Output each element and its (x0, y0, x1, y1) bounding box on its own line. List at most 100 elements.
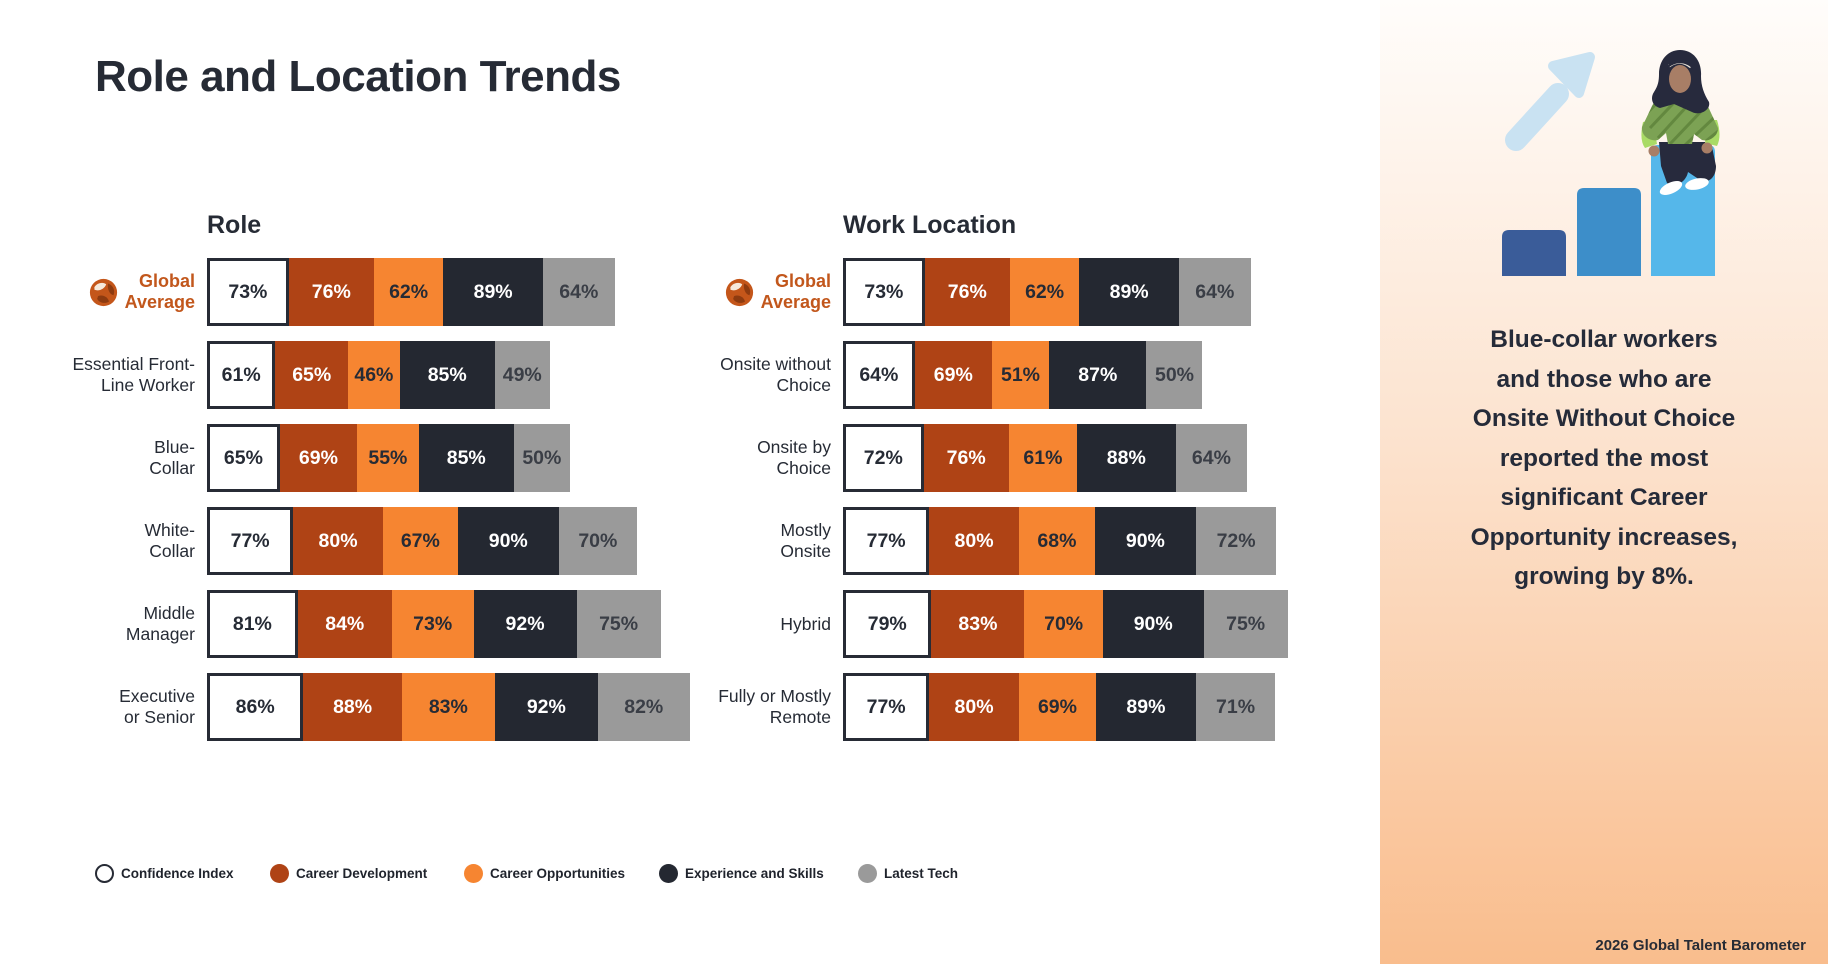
label-text: Essential Front- Line Worker (72, 354, 195, 395)
bar-row: Onsite by Choice 72% 76% 61% 88% 64% (757, 424, 1288, 492)
label-text: Fully or Mostly Remote (718, 686, 831, 727)
bar-segment: 75% (1203, 590, 1288, 658)
bar-segment: 84% (297, 590, 392, 658)
person-illustration (1641, 50, 1720, 196)
bar-segment: 92% (473, 590, 577, 658)
bar-segment: 50% (1146, 341, 1203, 409)
bar-segment: 46% (348, 341, 400, 409)
callout-line: Opportunity increases, (1470, 523, 1738, 551)
legend-label: Experience and Skills (685, 866, 824, 881)
bar-segment: 49% (494, 341, 550, 409)
bar-segment: 64% (542, 258, 615, 326)
callout-line: reported the most (1499, 444, 1709, 472)
bar-segment: 61% (1008, 424, 1078, 492)
category-label: Mostly Onsite (621, 507, 831, 575)
bar-segment: 64% (843, 341, 915, 409)
confidence-index-swatch (95, 864, 114, 883)
bar-segment: 90% (1102, 590, 1204, 658)
bar-row: Mostly Onsite 77% 80% 68% 90% 72% (780, 507, 1288, 575)
label-text: Mostly Onsite (780, 520, 831, 561)
label-text: Middle Manager (125, 603, 195, 644)
bar-segment: 86% (207, 673, 304, 741)
global-average-label: Global Average (621, 258, 831, 326)
callout-line: significant Career (1500, 484, 1708, 511)
work-location-chart: Work Location Global Average 73% 76% 62% 89% 6… (718, 212, 1288, 756)
bar-segment: 70% (558, 507, 638, 575)
bar-segment: 73% (207, 258, 289, 326)
work-location-chart-rows: Global Average 73% 76% 62% 89% 64% Onsite witho… (718, 258, 1288, 741)
bar-segment: 87% (1049, 341, 1147, 409)
bar-segment: 68% (1018, 507, 1095, 575)
bar-segment: 89% (443, 258, 543, 326)
bar-segment: 77% (843, 673, 930, 741)
bar-segment: 69% (1018, 673, 1097, 741)
bar-row: Onsite without Choice 64% 69% 51% 87% 50% (720, 341, 1288, 409)
bar-segment: 92% (494, 673, 598, 741)
category-label: Middle Manager (0, 590, 195, 658)
bar-segment: 65% (275, 341, 349, 409)
bar-segment: 55% (357, 424, 419, 492)
category-label: Executive or Senior (0, 673, 195, 741)
bar-segment: 80% (929, 673, 1019, 741)
category-label: Onsite without Choice (621, 341, 831, 409)
legend-label: Career Opportunities (490, 866, 626, 881)
globe-icon (725, 278, 753, 306)
highlight-sidebar: Blue-collar workers and those who are On… (1380, 0, 1828, 964)
callout-text: Blue-collar workers and those who are On… (1400, 320, 1808, 597)
experience-and-skills-swatch (659, 864, 678, 883)
latest-tech-swatch (858, 864, 877, 883)
bar-segment: 69% (914, 341, 992, 409)
bar-row: Middle Manager 81% 84% 73% 92% 75% (126, 590, 690, 658)
bar-segment: 90% (1094, 507, 1196, 575)
bar-segment: 88% (1077, 424, 1176, 492)
bar-segment: 80% (929, 507, 1019, 575)
bar-segment: 75% (576, 590, 661, 658)
callout-line: and those who are (1496, 365, 1712, 393)
bar-segment: 62% (1009, 258, 1080, 326)
category-label: Onsite by Choice (621, 424, 831, 492)
bar-segment: 76% (924, 258, 1010, 326)
category-label: Blue- Collar (0, 424, 195, 492)
career-opportunities-swatch (464, 864, 483, 883)
legend-label: Latest Tech (884, 866, 959, 881)
bar-segment: 79% (843, 590, 932, 658)
bar-segment: 88% (303, 673, 402, 741)
bar-segment: 85% (399, 341, 495, 409)
bar-segment: 64% (1175, 424, 1248, 492)
bar-segment: 83% (931, 590, 1025, 658)
growth-illustration (1502, 50, 1720, 276)
label-text: Global Average (760, 270, 831, 312)
bar-segment: 73% (391, 590, 474, 658)
label-text: Blue- Collar (149, 437, 195, 478)
label-text: White- Collar (144, 520, 195, 561)
legend-label: Career Development (296, 866, 428, 881)
legend-item-experience-and-skills: Experience and Skills (659, 864, 824, 883)
category-label: Hybrid (621, 590, 831, 658)
bar-segment: 67% (382, 507, 458, 575)
globe-icon (89, 278, 117, 306)
bar-segment: 61% (207, 341, 276, 409)
category-label: White- Collar (0, 507, 195, 575)
bar-segment: 77% (207, 507, 294, 575)
role-chart-rows: Global Average 73% 76% 62% 89% 64% Essential Fr… (72, 258, 690, 741)
career-development-swatch (270, 864, 289, 883)
legend-item-career-opportunities: Career Opportunities (464, 864, 625, 883)
label-text: Executive or Senior (119, 686, 195, 727)
legend-label: Confidence Index (121, 866, 234, 881)
label-text: Hybrid (780, 613, 831, 634)
page-title: Role and Location Trends (95, 52, 621, 101)
bar-row: Hybrid 79% 83% 70% 90% 75% (780, 590, 1288, 658)
bar-segment: 50% (513, 424, 570, 492)
label-text: Onsite by Choice (757, 437, 831, 478)
bar-segment: 89% (1096, 673, 1196, 741)
bar-segment: 83% (401, 673, 495, 741)
bar-segment: 72% (1195, 507, 1277, 575)
bar-row: Global Average 73% 76% 62% 89% 64% (89, 258, 690, 326)
bar-segment: 70% (1024, 590, 1103, 658)
bar-segment: 62% (373, 258, 444, 326)
category-label: Essential Front- Line Worker (0, 341, 195, 409)
bar-segment: 76% (288, 258, 374, 326)
bar-segment: 72% (843, 424, 924, 492)
bar-segment: 77% (843, 507, 930, 575)
